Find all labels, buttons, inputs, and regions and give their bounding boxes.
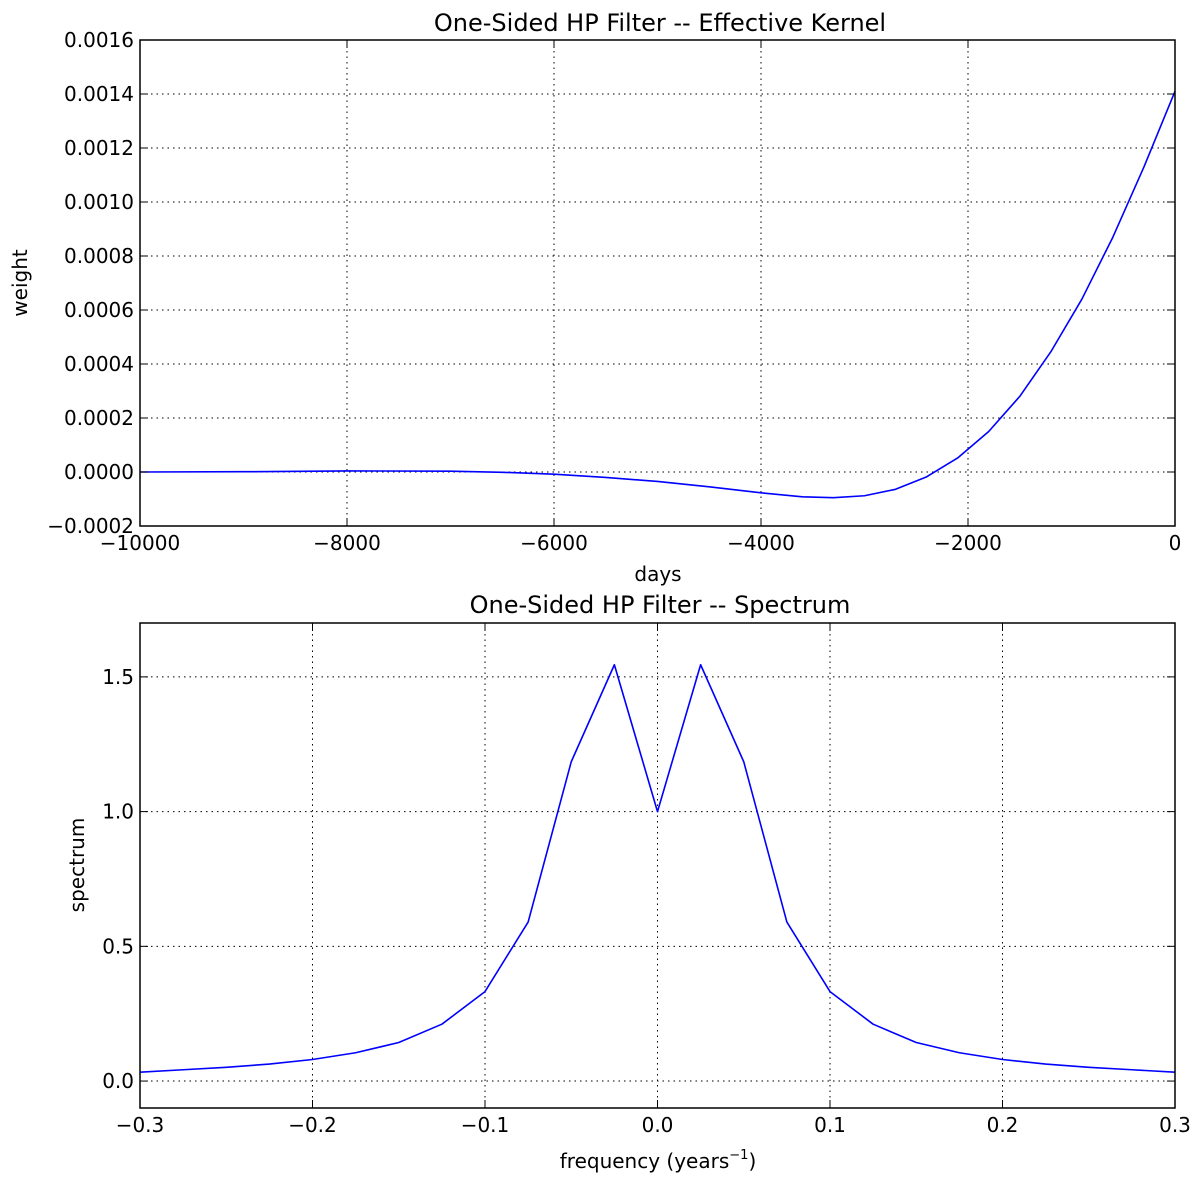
spectrum-x-label-sup: −1	[729, 1148, 748, 1163]
spectrum-series-line	[139, 663, 1176, 1073]
spectrum-grid	[140, 623, 1175, 1108]
kernel-title: One-Sided HP Filter -- Effective Kernel	[434, 9, 886, 37]
spectrum-y-tick-label: 1.0	[102, 800, 134, 824]
kernel-y-ticks: −0.0002 0.0000 0.0002 0.0004 0.0006 0.0008 0.0…	[47, 28, 1175, 538]
kernel-panel: One-Sided HP Filter -- Effective Kernel …	[8, 9, 1181, 586]
kernel-y-tick-label: 0.0000	[64, 460, 134, 484]
kernel-x-tick-label: −2000	[934, 531, 1002, 555]
kernel-series	[139, 90, 1176, 499]
spectrum-x-tick-label: −0.1	[461, 1113, 510, 1137]
spectrum-x-label-end: )	[748, 1149, 756, 1173]
spectrum-x-tick-label: −0.2	[288, 1113, 337, 1137]
kernel-y-tick-label: 0.0002	[64, 406, 134, 430]
spectrum-series	[139, 663, 1176, 1073]
kernel-x-ticks: −10000 −8000 −6000 −4000 −2000 0	[100, 40, 1182, 555]
spectrum-y-tick-label: 1.5	[102, 665, 134, 689]
spectrum-y-tick-label: 0.5	[102, 934, 134, 958]
kernel-y-tick-label: 0.0010	[64, 190, 134, 214]
kernel-grid	[140, 40, 1175, 526]
spectrum-x-axis-label: frequency (years−1)	[560, 1148, 757, 1173]
kernel-y-tick-label: 0.0016	[64, 28, 134, 52]
spectrum-x-tick-label: 0.3	[1159, 1113, 1191, 1137]
kernel-plot-frame	[139, 39, 1176, 527]
spectrum-y-ticks: 0.0 0.5 1.0 1.5	[102, 665, 1175, 1093]
spectrum-x-label-main: frequency (years	[560, 1149, 730, 1173]
spectrum-y-axis-label: spectrum	[65, 818, 89, 913]
spectrum-x-tick-label: 0.1	[814, 1113, 846, 1137]
spectrum-x-tick-label: −0.3	[116, 1113, 165, 1137]
spectrum-panel: One-Sided HP Filter -- Spectrum −0.3 −0.2…	[65, 591, 1191, 1173]
spectrum-y-tick-label: 0.0	[102, 1069, 134, 1093]
spectrum-x-tick-label: 0.2	[987, 1113, 1019, 1137]
spectrum-title: One-Sided HP Filter -- Spectrum	[470, 591, 851, 619]
kernel-y-tick-label: −0.0002	[47, 514, 134, 538]
spectrum-x-tick-label: 0.0	[642, 1113, 674, 1137]
kernel-y-tick-label: 0.0006	[64, 298, 134, 322]
kernel-x-tick-label: −8000	[313, 531, 381, 555]
kernel-x-tick-label: 0	[1169, 531, 1182, 555]
kernel-x-axis-label: days	[634, 562, 681, 586]
kernel-y-tick-label: 0.0012	[64, 136, 134, 160]
kernel-y-axis-label: weight	[8, 249, 32, 317]
spectrum-x-ticks: −0.3 −0.2 −0.1 0.0 0.1 0.2 0.3	[116, 623, 1191, 1137]
kernel-y-tick-label: 0.0014	[64, 82, 134, 106]
kernel-x-tick-label: −4000	[727, 531, 795, 555]
kernel-series-line	[139, 90, 1176, 499]
kernel-x-tick-label: −10000	[100, 531, 180, 555]
kernel-y-tick-label: 0.0008	[64, 244, 134, 268]
kernel-y-tick-label: 0.0004	[64, 352, 134, 376]
kernel-x-tick-label: −6000	[520, 531, 588, 555]
